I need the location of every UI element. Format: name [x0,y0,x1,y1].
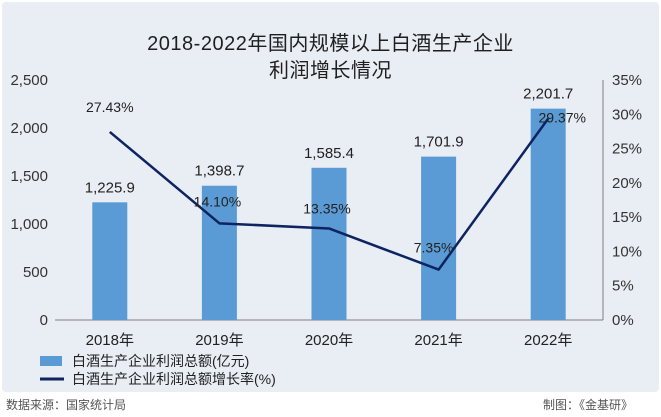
right-axis-tick-label: 15% [612,209,642,226]
bar-2018 [92,202,128,320]
bar-value-label: 1,398.7 [194,163,244,180]
bar-2020 [311,167,347,320]
left-axis-tick-label: 2,000 [10,120,48,137]
right-axis-tick-label: 5% [612,278,634,295]
line-value-label: 13.35% [303,200,350,216]
right-axis-tick-label: 35% [612,72,642,89]
left-axis-tick-label: 1,000 [10,216,48,233]
growth-rate-line [108,117,550,271]
x-axis-tick-label: 2022年 [524,332,572,349]
chart-title-line2: 利润增长情况 [269,60,392,82]
line-value-label: 7.35% [414,240,454,256]
right-axis-tick-label: 0% [612,312,634,329]
legend-bar-swatch [40,356,62,366]
right-axis-tick-label: 30% [612,106,642,123]
line-value-label: 29.37% [538,110,585,126]
chart-title-line1: 2018-2022年国内规模以上白酒生产企业 [147,33,514,55]
footer-source: 数据来源：国家统计局 [6,398,127,412]
bar-value-label: 1,585.4 [304,145,354,162]
x-axis-tick-label: 2020年 [305,332,353,349]
left-axis-tick-label: 1,500 [10,168,48,185]
line-value-label: 27.43% [86,99,133,115]
legend-bar-label: 白酒生产企业利润总额(亿元) [72,353,249,369]
right-axis-tick-label: 20% [612,175,642,192]
bar-value-label: 2,201.7 [523,86,573,103]
left-axis-tick-label: 0 [40,312,48,329]
x-axis-tick-label: 2018年 [86,332,134,349]
bar-2021 [421,156,457,320]
x-axis-tick-label: 2021年 [414,332,462,349]
line-value-label: 14.10% [194,193,241,209]
legend-line-label: 白酒生产企业利润总额增长率(%) [72,371,276,387]
right-axis-tick-label: 10% [612,243,642,260]
bar-value-label: 1,701.9 [414,134,464,151]
left-axis-tick-label: 500 [23,264,48,281]
right-axis-tick-label: 25% [612,141,642,158]
x-axis-tick-label: 2019年 [195,332,243,349]
bar-2019 [201,185,237,320]
footer-credit: 制图：《金基研》 [542,398,633,412]
bar-2022 [530,108,566,320]
bar-value-label: 1,225.9 [85,179,135,196]
left-axis-tick-label: 2,500 [10,72,48,89]
